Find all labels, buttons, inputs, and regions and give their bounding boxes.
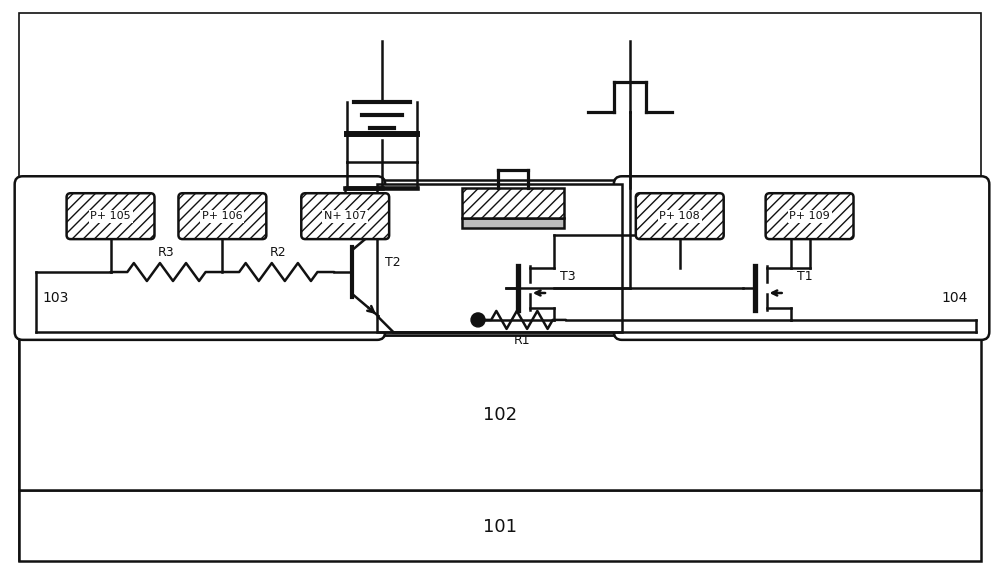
FancyBboxPatch shape [766,193,854,239]
Text: N+ 107: N+ 107 [324,211,366,221]
Text: R2: R2 [270,246,287,259]
Text: 101: 101 [483,518,517,536]
Text: P+ 106: P+ 106 [202,211,243,221]
Circle shape [471,313,485,327]
Text: 102: 102 [483,406,517,424]
Text: 104: 104 [941,291,968,305]
Text: T3: T3 [560,270,576,283]
Text: R3: R3 [158,246,175,259]
Bar [19,335,981,490]
FancyBboxPatch shape [301,193,389,239]
Bar [462,218,564,228]
Text: P+ 109: P+ 109 [789,211,830,221]
Bar [19,180,981,335]
Text: R1: R1 [514,334,530,347]
Bar [377,184,622,332]
Text: P+ 105: P+ 105 [90,211,131,221]
FancyBboxPatch shape [67,193,154,239]
FancyBboxPatch shape [178,193,266,239]
Bar [462,188,564,218]
Text: T1: T1 [797,270,812,283]
Text: T2: T2 [385,255,401,268]
FancyBboxPatch shape [614,176,989,340]
FancyBboxPatch shape [15,176,385,340]
Text: P+ 108: P+ 108 [659,211,700,221]
Bar [19,490,981,561]
Text: 103: 103 [42,291,69,305]
FancyBboxPatch shape [636,193,724,239]
